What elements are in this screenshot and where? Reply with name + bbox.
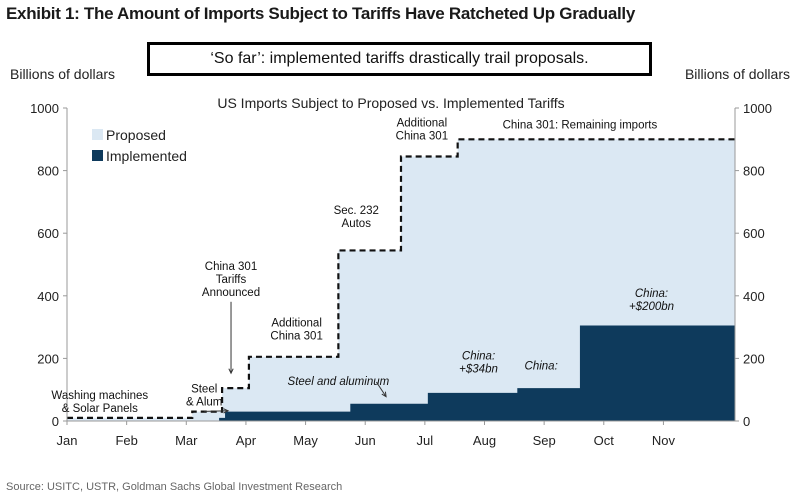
x-tick-label: Jan	[57, 433, 78, 448]
x-tick-label: Sep	[533, 433, 556, 448]
y-tick-label-right: 0	[743, 414, 750, 429]
annotation-label: China:	[462, 350, 495, 362]
legend-swatch-implemented	[92, 150, 103, 161]
annotation-arrow	[204, 410, 229, 412]
legend-label-proposed: Proposed	[106, 127, 166, 143]
x-tick-label: Apr	[236, 433, 257, 448]
annotation-label: & Alum	[186, 396, 222, 408]
y-tick-label-left: 200	[37, 351, 59, 366]
annotation-arrowhead	[381, 391, 387, 398]
exhibit-title: Exhibit 1: The Amount of Imports Subject…	[6, 4, 635, 23]
legend-swatch-proposed	[92, 129, 103, 140]
annotation-label: +$200bn	[629, 301, 674, 313]
chart-inner-title: US Imports Subject to Proposed vs. Imple…	[217, 95, 564, 111]
y-tick-label-right: 200	[743, 351, 765, 366]
annotation-label: China 301	[205, 261, 257, 273]
y-tick-label-left: 0	[52, 414, 59, 429]
annotation-label: Tariffs	[216, 274, 247, 286]
annotation-label: Additional	[397, 117, 448, 129]
x-tick-label: Nov	[652, 433, 676, 448]
x-tick-label: Mar	[175, 433, 198, 448]
annotation-arrow	[375, 381, 387, 397]
annotation-label: China:	[635, 288, 668, 300]
y-tick-label-right: 600	[743, 226, 765, 241]
annotation-arrowhead	[223, 408, 230, 414]
implemented-area	[67, 325, 735, 421]
x-tick-label: Aug	[473, 433, 496, 448]
y-tick-label-left: 600	[37, 226, 59, 241]
annotation-label: & Solar Panels	[62, 403, 138, 415]
x-tick-label: Feb	[115, 433, 137, 448]
annotation-label: China 301	[270, 331, 322, 343]
legend-label-implemented: Implemented	[106, 148, 187, 164]
annotation-label: Announced	[202, 287, 260, 299]
x-tick-label: Jul	[417, 433, 434, 448]
x-tick-label: Jun	[355, 433, 376, 448]
x-tick-label: May	[293, 433, 318, 448]
annotation-label: Steel	[191, 383, 217, 395]
y-tick-label-right: 800	[743, 164, 765, 179]
callout-box: ‘So far’: implemented tariffs drasticall…	[147, 42, 652, 76]
annotation-label: +$34bn	[459, 363, 498, 375]
y-tick-label-left: 1000	[30, 101, 59, 116]
y-unit-label-right: Billions of dollars	[685, 66, 790, 82]
annotation-arrowhead	[228, 368, 234, 375]
annotation-label: China 301	[396, 130, 448, 142]
y-tick-label-left: 400	[37, 289, 59, 304]
annotation-label: Sec. 232	[334, 205, 379, 217]
x-tick-label: Oct	[594, 433, 615, 448]
annotation-label: Additional	[271, 318, 322, 330]
annotation-label: Washing machines	[51, 390, 148, 402]
annotation-label: Autos	[342, 218, 372, 230]
annotation-label: Steel and aluminum	[288, 376, 390, 388]
y-tick-label-right: 400	[743, 289, 765, 304]
proposed-step-line	[67, 138, 735, 419]
annotation-label: China 301: Remaining imports	[503, 119, 658, 131]
y-tick-label-left: 800	[37, 164, 59, 179]
y-unit-label-left: Billions of dollars	[10, 66, 115, 82]
annotation-label: China:	[525, 360, 558, 372]
y-tick-label-right: 1000	[743, 101, 772, 116]
proposed-area	[67, 139, 735, 422]
source-note: Source: USITC, USTR, Goldman Sachs Globa…	[6, 481, 343, 493]
